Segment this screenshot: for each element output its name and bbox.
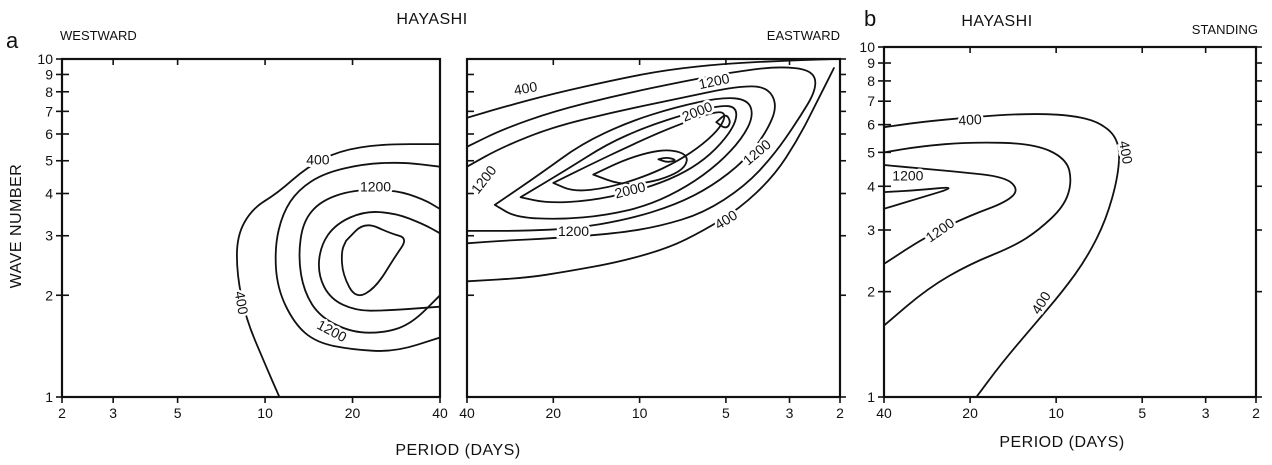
contour-label: 400	[513, 78, 539, 98]
y-tick-label: 3	[867, 222, 875, 238]
x-tick-label: 40	[459, 405, 475, 421]
x-tick-label: 2	[836, 405, 844, 421]
y-tick-label: 1	[45, 389, 53, 405]
x-axis-label-a: PERIOD (DAYS)	[395, 442, 520, 459]
x-tick-label: 40	[432, 405, 448, 421]
contour-line-1200	[519, 105, 738, 204]
contour-label: 1200	[740, 136, 774, 168]
x-tick-label: 5	[1138, 405, 1146, 421]
westward-label: WESTWARD	[60, 28, 137, 43]
x-tick-label: 3	[786, 405, 794, 421]
y-tick-label: 6	[45, 126, 53, 142]
x-tick-label: 3	[109, 405, 117, 421]
contour-label: 400	[232, 290, 252, 316]
contour-line-400	[467, 67, 835, 283]
y-tick-label: 1	[867, 389, 875, 405]
y-tick-label: 9	[45, 66, 53, 82]
contour-line-2000	[884, 186, 950, 210]
contour-line-400	[274, 161, 440, 352]
contour-label: 400	[306, 151, 330, 167]
contour-label: 1200	[892, 167, 923, 183]
contour-label: 400	[1028, 288, 1054, 316]
x-tick-label: 10	[632, 405, 648, 421]
contour-line-1200	[298, 189, 440, 334]
plot-frame	[60, 57, 442, 399]
y-tick-label: 4	[867, 178, 875, 194]
x-tick-label: 10	[257, 405, 273, 421]
contour-line-2800	[657, 156, 676, 163]
y-tick-label: 2	[45, 287, 53, 303]
contour-line-2000	[715, 114, 731, 129]
y-tick-label: 8	[867, 73, 875, 89]
x-tick-label: 10	[1048, 405, 1064, 421]
contour-line-2000	[592, 149, 688, 185]
plot-frame	[882, 45, 1258, 399]
y-tick-label: 10	[37, 51, 53, 67]
panel-b-letter: b	[864, 6, 876, 31]
contour-line-1200	[884, 164, 1017, 265]
eastward-label: EASTWARD	[767, 28, 840, 43]
contour-group	[467, 59, 838, 283]
y-tick-label: 7	[867, 93, 875, 109]
y-tick-label: 4	[45, 186, 53, 202]
y-axis-label: WAVE NUMBER	[8, 164, 25, 289]
y-tick-label: 5	[45, 153, 53, 169]
contour-label: 1200	[468, 162, 500, 197]
y-tick-label: 6	[867, 117, 875, 133]
contour-line-400	[236, 143, 440, 397]
panel-a-letter: a	[6, 28, 19, 53]
y-tick-label: 8	[45, 84, 53, 100]
x-tick-label: 40	[876, 405, 892, 421]
panel-a-title: HAYASHI	[396, 11, 467, 28]
contour-line-1200	[467, 66, 817, 245]
contour-label: 1200	[360, 178, 391, 194]
x-tick-label: 2	[1252, 405, 1260, 421]
contour-label: 400	[958, 111, 983, 129]
contour-line-1200	[884, 141, 1072, 327]
y-tick-label: 5	[867, 144, 875, 160]
contour-line-2000	[340, 224, 405, 297]
x-tick-label: 5	[174, 405, 182, 421]
x-tick-label: 20	[546, 405, 562, 421]
y-tick-label: 2	[867, 284, 875, 300]
y-tick-label: 9	[867, 55, 875, 71]
contour-line-400	[467, 59, 838, 119]
y-tick-label: 7	[45, 103, 53, 119]
x-tick-label: 5	[722, 405, 730, 421]
contour-line-1200	[318, 211, 440, 312]
standing-label: STANDING	[1192, 22, 1258, 37]
y-tick-label: 10	[859, 39, 875, 55]
x-axis-label-b: PERIOD (DAYS)	[999, 434, 1124, 451]
contour-label: 1200	[558, 223, 589, 239]
contour-label: 2000	[613, 178, 647, 201]
x-tick-label: 2	[58, 405, 66, 421]
x-tick-label: 20	[962, 405, 978, 421]
panel-b-title: HAYASHI	[961, 13, 1032, 30]
plot-frame	[465, 57, 842, 399]
contour-group	[236, 143, 440, 397]
y-tick-label: 3	[45, 228, 53, 244]
contour-line-400	[884, 113, 1121, 397]
x-tick-label: 3	[1202, 405, 1210, 421]
contour-label: 2000	[680, 98, 715, 125]
x-tick-label: 20	[345, 405, 361, 421]
contour-group	[884, 113, 1121, 397]
contour-label: 1200	[923, 214, 958, 245]
contour-line-1200	[493, 97, 753, 220]
contour-line-1200	[467, 85, 776, 232]
